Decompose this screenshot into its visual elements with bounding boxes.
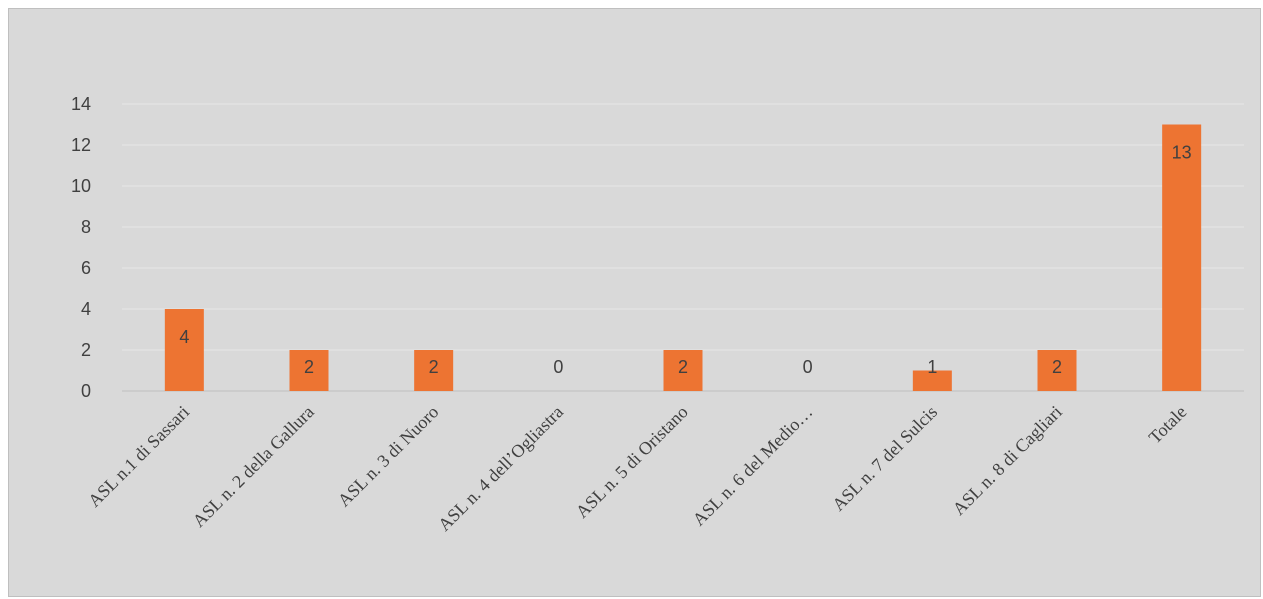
data-label: 0: [553, 357, 563, 377]
data-label: 1: [927, 357, 937, 377]
bar: [289, 350, 329, 391]
bar: [164, 309, 204, 391]
bar: [1162, 124, 1202, 391]
bar: [414, 350, 454, 391]
y-tick-label: 0: [81, 381, 91, 401]
x-category-label: ASL n. 8 di Cagliari: [949, 402, 1066, 519]
y-tick-label: 10: [71, 176, 91, 196]
bar: [912, 370, 952, 391]
data-label: 2: [678, 357, 688, 377]
y-tick-label: 4: [81, 299, 91, 319]
data-label: 0: [803, 357, 813, 377]
y-axis-ticks: 0 2 4 6 8 10 12 14: [71, 94, 91, 401]
data-label: 13: [1172, 143, 1192, 163]
data-label: 2: [429, 357, 439, 377]
x-category-label: Totale: [1145, 402, 1191, 448]
y-tick-label: 6: [81, 258, 91, 278]
data-labels: 4 2 2 0 2 0 1 2 13: [179, 143, 1191, 378]
x-category-label: ASL n. 7 del Sulcis: [828, 402, 941, 515]
bars: [164, 124, 1202, 391]
y-tick-label: 2: [81, 340, 91, 360]
x-category-label: ASL n. 6 del Medio…: [689, 402, 817, 530]
x-category-label: ASL n.1 di Sassari: [84, 402, 193, 511]
x-category-label: ASL n. 3 di Nuoro: [334, 402, 443, 511]
x-category-label: ASL n. 5 di Oristano: [572, 402, 692, 522]
data-label: 2: [304, 357, 314, 377]
data-label: 4: [179, 327, 189, 347]
bar: [663, 350, 703, 391]
x-category-label: ASL n. 4 dell’Ogliastra: [434, 402, 567, 535]
y-tick-label: 8: [81, 217, 91, 237]
x-category-label: ASL n. 2 della Gallura: [189, 402, 318, 531]
chart-frame: 0 2 4 6 8 10 12 14 4 2 2 0 2 0 1 2 13 ASL n.1 di Sassar…: [8, 8, 1261, 597]
data-label: 2: [1052, 357, 1062, 377]
y-tick-label: 12: [71, 135, 91, 155]
gridlines: [122, 103, 1244, 392]
y-tick-label: 14: [71, 94, 91, 114]
bar: [1037, 350, 1077, 391]
